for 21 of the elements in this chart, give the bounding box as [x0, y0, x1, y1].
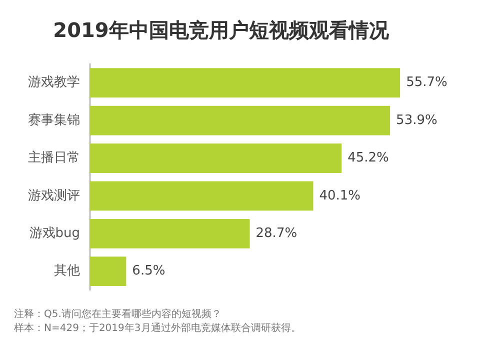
data-label: 40.1%	[319, 188, 361, 204]
bar	[90, 106, 390, 136]
y-tick-label: 游戏教学	[28, 75, 80, 90]
data-label: 53.9%	[396, 112, 438, 128]
y-tick-label: 其他	[54, 264, 80, 279]
y-tick-label: 赛事集锦	[28, 112, 80, 128]
bar	[90, 218, 250, 248]
data-label: 55.7%	[406, 75, 448, 90]
y-tick-label: 游戏bug	[29, 226, 80, 242]
bar	[90, 256, 126, 286]
bar	[90, 181, 314, 211]
y-tick-label: 游戏测评	[28, 188, 80, 204]
data-label: 28.7%	[256, 226, 298, 242]
data-label: 45.2%	[348, 150, 389, 166]
chart-title: 2019年中国电竞用户短视频观看情况	[53, 18, 390, 42]
y-tick-label: 主播日常	[28, 150, 80, 166]
bar	[90, 68, 400, 98]
text: 样本：N=429；于2019年3月通过外部电竞媒体联合调研获得。	[14, 322, 302, 336]
text: 注释：Q5.请问您在主要看哪些内容的短视频？	[14, 308, 222, 322]
bar	[90, 144, 342, 173]
data-label: 6.5%	[132, 264, 166, 279]
